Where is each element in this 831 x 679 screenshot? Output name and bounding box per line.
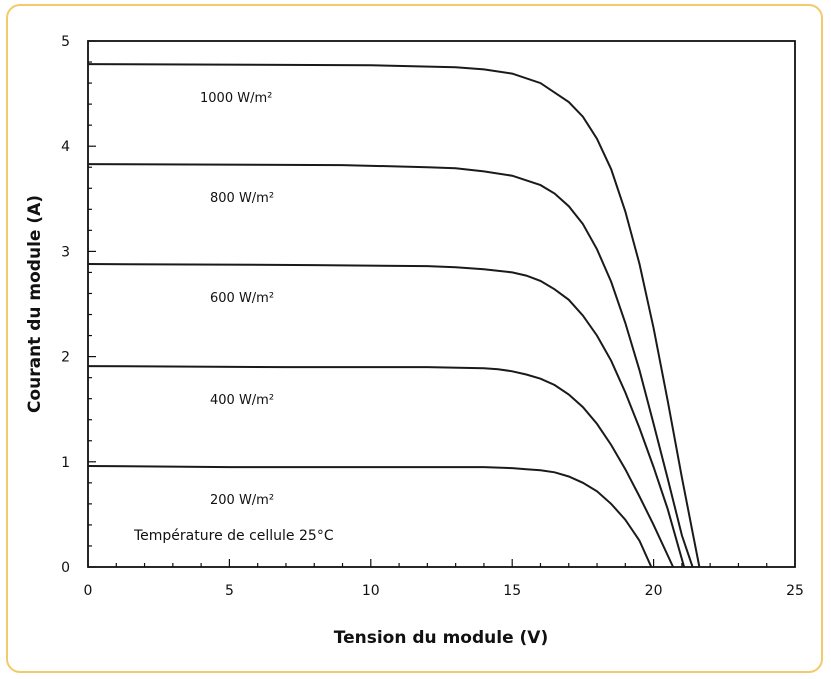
curve-series (87, 365, 675, 568)
y-tick-label: 0 (61, 560, 70, 576)
curves-layer (87, 63, 701, 568)
x-tick-label: 20 (645, 583, 663, 599)
curve-series (87, 63, 701, 568)
y-tick-label: 4 (61, 139, 70, 155)
series-label: 800 W/m² (210, 191, 274, 206)
curve-series (87, 465, 653, 568)
series-label: 400 W/m² (210, 393, 274, 408)
x-tick-label: 5 (225, 583, 234, 599)
y-axis-title: Courant du module (A) (25, 195, 45, 413)
series-label: 600 W/m² (210, 291, 274, 306)
curve-series (87, 163, 694, 568)
labels-layer: 1000 W/m² 800 W/m² 600 W/m² 400 W/m² 200 W/m… (200, 91, 274, 508)
x-tick-label: 10 (362, 583, 380, 599)
x-tick-label: 15 (503, 583, 521, 599)
axis-ticks: 0 5 10 15 20 25 0 1 2 3 4 5 (61, 34, 804, 599)
y-tick-label: 5 (61, 34, 70, 50)
temperature-annotation: Température de cellule 25°C (133, 528, 334, 544)
x-axis-title: Tension du module (V) (334, 628, 548, 648)
y-tick-label: 2 (61, 350, 70, 366)
y-tick-label: 3 (61, 244, 70, 260)
series-label: 1000 W/m² (200, 91, 272, 106)
y-tick-label: 1 (61, 455, 70, 471)
series-label: 200 W/m² (210, 493, 274, 508)
plot-area-border (87, 40, 796, 568)
x-tick-label: 0 (84, 583, 93, 599)
x-tick-label: 25 (786, 583, 804, 599)
curve-series (87, 263, 686, 568)
